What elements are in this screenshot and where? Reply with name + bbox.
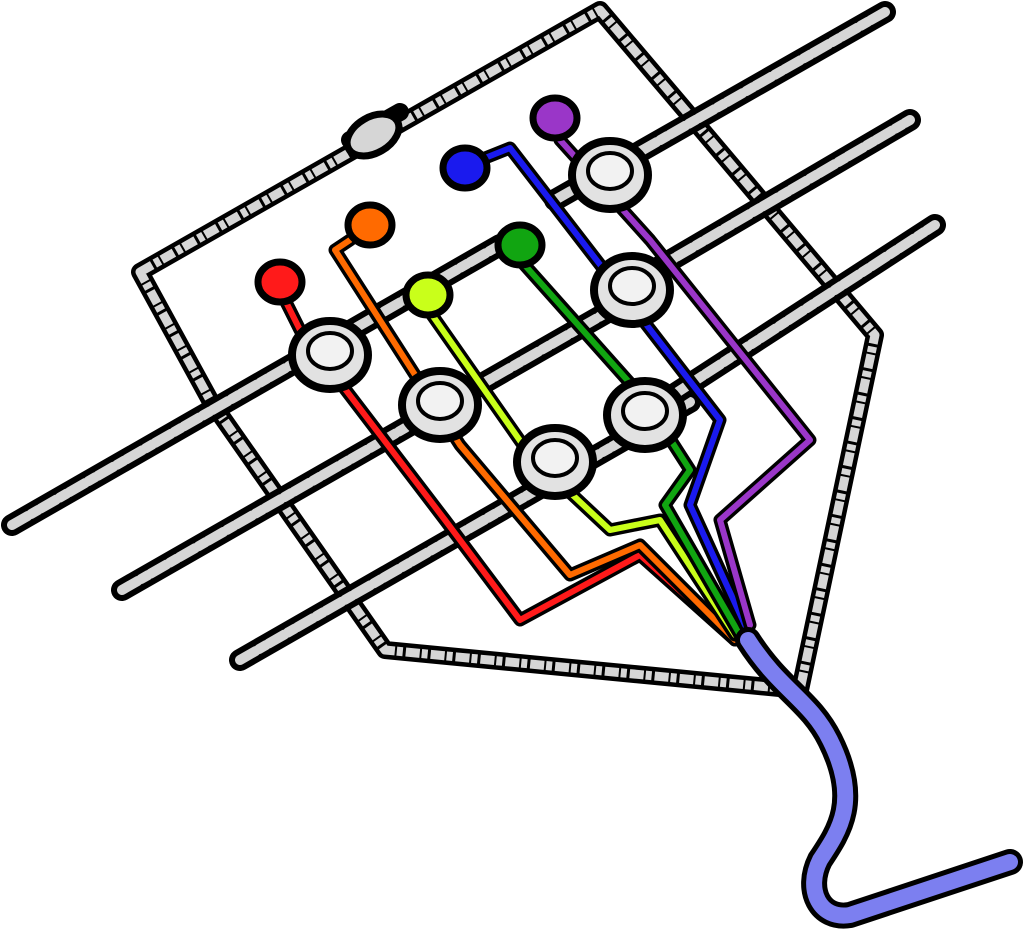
mixing-bulb-icon — [568, 137, 652, 213]
mixing-bulbs — [288, 137, 687, 500]
reservoir-icon-yellow-green — [402, 271, 454, 319]
reservoir-icon-green — [494, 221, 546, 269]
frame-tubes — [131, 1, 884, 699]
rod-3-inner — [235, 397, 695, 665]
channel-green — [519, 259, 743, 638]
mixing-bulb-icon — [513, 424, 597, 500]
rod-6-inner — [645, 220, 940, 415]
frame-outline-inner — [135, 5, 880, 695]
mixing-bulb-icon — [288, 317, 372, 393]
mixing-bulb-icon — [603, 377, 687, 453]
mixing-bulb-icon — [590, 252, 674, 328]
frame-outline-outer — [131, 1, 884, 699]
channel-yellow-green — [427, 309, 738, 638]
valve-icon — [341, 103, 409, 160]
reservoir-icon-orange — [344, 201, 396, 249]
reservoir-icon-blue — [439, 144, 491, 192]
mixing-bulb-icon — [398, 367, 482, 443]
output-tube-fill — [740, 632, 1018, 924]
reservoir-icon-purple — [529, 94, 581, 142]
channel-orange — [332, 237, 738, 643]
reservoir-layer — [254, 94, 581, 319]
output-tube — [735, 627, 1023, 929]
channel-blue — [477, 145, 748, 628]
reservoir-icon-red — [254, 258, 306, 306]
rod-2-inner — [117, 300, 625, 595]
